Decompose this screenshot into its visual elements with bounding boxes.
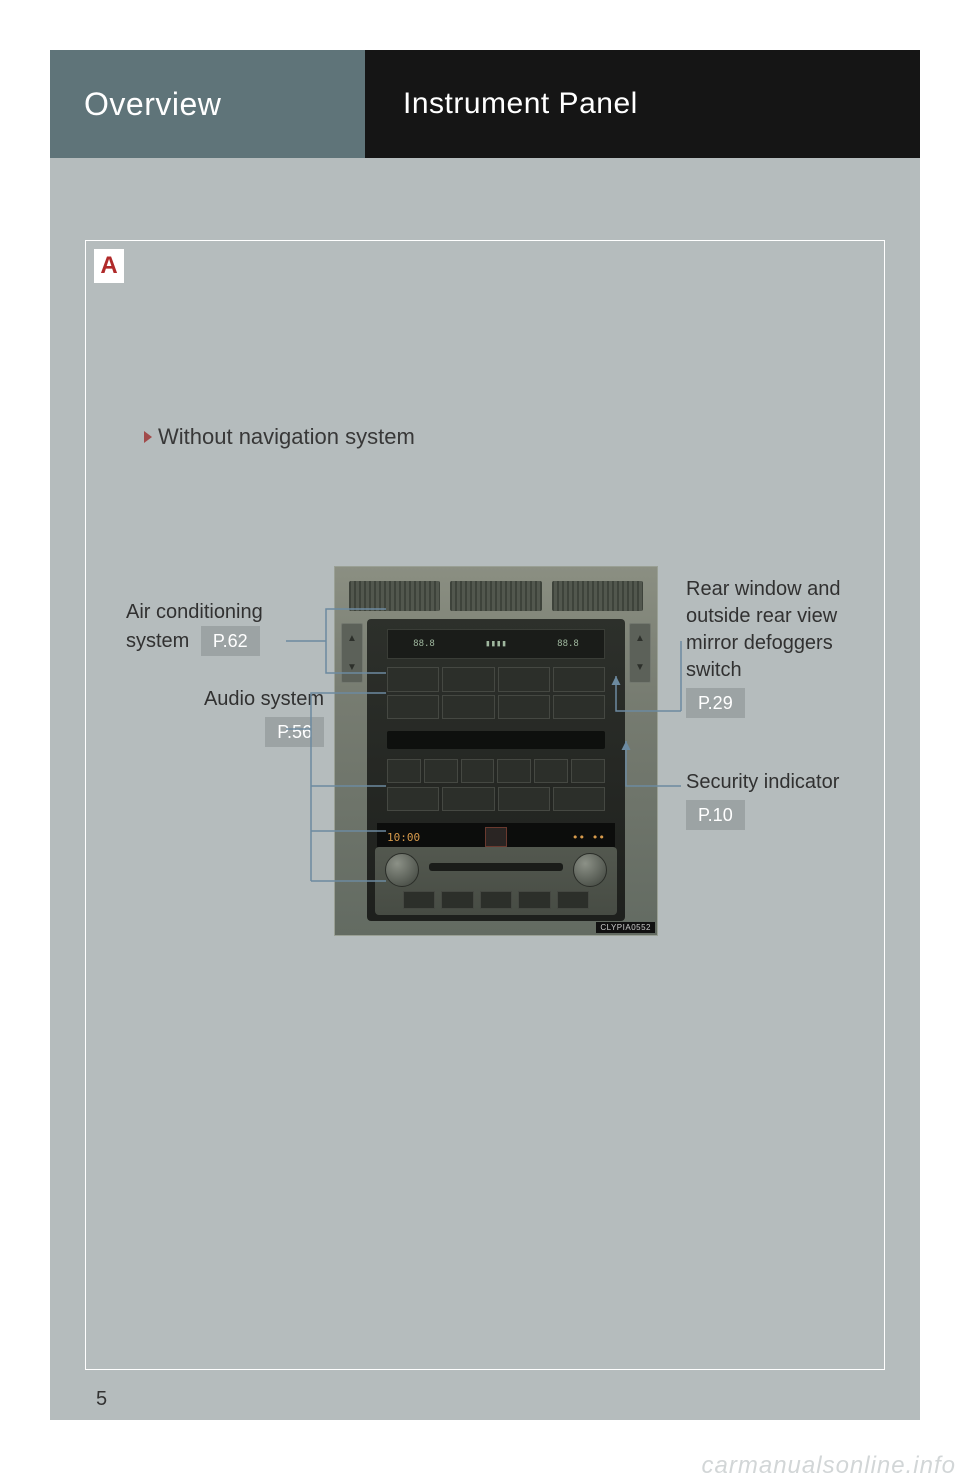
header-tabs: Overview Instrument Panel — [50, 50, 920, 158]
center-stack: 88.8 ▮▮▮▮ 88.8 10:00 •• — [367, 619, 625, 921]
mini-button — [424, 759, 458, 783]
callout-defog-label: Rear window and outside rear view mirror… — [686, 576, 868, 684]
preset-row — [387, 759, 605, 783]
right-temp-rocker: ▲▼ — [629, 623, 651, 683]
mini-button — [387, 787, 439, 811]
mini-button — [553, 667, 605, 692]
mini-button — [480, 891, 512, 909]
mini-button — [387, 695, 439, 720]
mini-button — [442, 787, 494, 811]
volume-knob — [385, 853, 419, 887]
center-console-image: ▲▼ ▲▼ 88.8 ▮▮▮▮ 88.8 — [334, 566, 658, 936]
callout-security: Security indicator P.10 — [686, 769, 876, 830]
callout-security-label: Security indicator — [686, 769, 876, 796]
tune-knob — [573, 853, 607, 887]
mini-button — [442, 695, 494, 720]
page-ref-security: P.10 — [686, 800, 745, 830]
tab-section: Instrument Panel — [365, 50, 920, 158]
subtitle-row: Without navigation system — [144, 424, 415, 450]
mini-button — [498, 667, 550, 692]
page-number: 5 — [96, 1388, 107, 1411]
mini-button — [497, 759, 531, 783]
display-slot — [387, 731, 605, 749]
lcd-bars: ▮▮▮▮ — [485, 639, 507, 649]
mini-button — [442, 667, 494, 692]
callout-audio-label: Audio system — [144, 686, 324, 713]
callout-audio: Audio system P.56 — [144, 686, 324, 747]
climate-buttons — [387, 667, 605, 719]
mini-button — [387, 667, 439, 692]
preset-row-2 — [387, 787, 605, 811]
vent — [349, 581, 440, 611]
page-ref-audio: P.56 — [265, 717, 324, 747]
climate-display: 88.8 ▮▮▮▮ 88.8 — [387, 629, 605, 659]
mini-button — [557, 891, 589, 909]
page-ref-defog: P.29 — [686, 688, 745, 718]
section-letter: A — [100, 252, 117, 280]
image-code-tag: CLYPIA0552 — [596, 922, 655, 933]
mini-button — [571, 759, 605, 783]
left-temp-rocker: ▲▼ — [341, 623, 363, 683]
vent — [552, 581, 643, 611]
triangle-bullet-icon — [144, 431, 152, 443]
mini-button — [441, 891, 473, 909]
manual-page: Overview Instrument Panel A Without navi… — [50, 50, 920, 1420]
mini-button — [498, 787, 550, 811]
mini-button — [553, 695, 605, 720]
lower-buttons — [403, 891, 589, 909]
content-frame: A Without navigation system ▲▼ ▲▼ 88.8 ▮… — [85, 240, 885, 1370]
mini-button — [461, 759, 495, 783]
indicator-dots: •• •• — [572, 831, 605, 844]
watermark-text: carmanualsonline.info — [702, 1452, 956, 1480]
mini-button — [498, 695, 550, 720]
section-letter-badge: A — [94, 249, 124, 283]
tab-overview: Overview — [50, 50, 365, 158]
callout-ac: Air conditioning system P.62 — [126, 599, 326, 656]
lcd-left: 88.8 — [413, 639, 435, 649]
audio-lower-panel — [375, 847, 617, 915]
subtitle-text: Without navigation system — [158, 424, 415, 450]
callout-defog: Rear window and outside rear view mirror… — [686, 576, 868, 718]
clock-text: 10:00 — [387, 831, 420, 844]
lcd-right: 88.8 — [557, 639, 579, 649]
vent — [450, 581, 541, 611]
mini-button — [553, 787, 605, 811]
tab-overview-label: Overview — [84, 86, 221, 123]
tab-section-label: Instrument Panel — [403, 87, 638, 121]
air-vents — [349, 581, 643, 611]
mini-button — [534, 759, 568, 783]
cd-slot — [429, 863, 563, 871]
mini-button — [403, 891, 435, 909]
page-ref-ac: P.62 — [201, 626, 260, 656]
mini-button — [518, 891, 550, 909]
mini-button — [387, 759, 421, 783]
hazard-button — [485, 827, 507, 847]
